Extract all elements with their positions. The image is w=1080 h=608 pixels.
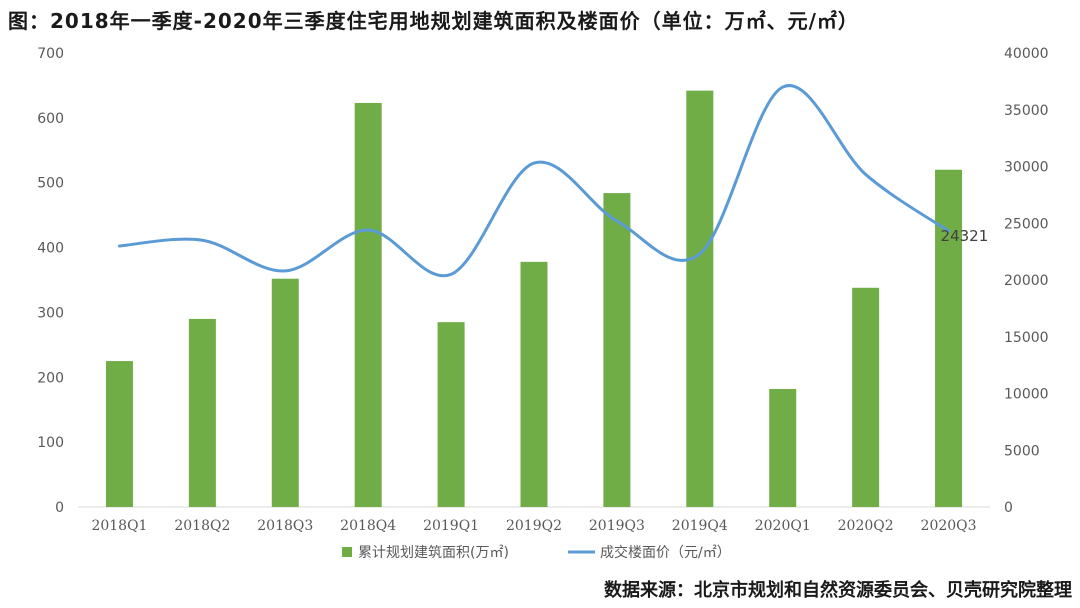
category-label: 2018Q2	[174, 518, 230, 534]
left-axis-ticks: 0 100 200 300 400 500 600 700	[37, 46, 64, 516]
legend-bar-swatch	[342, 547, 352, 557]
data-label: 24321	[941, 227, 989, 245]
bar-series	[105, 90, 963, 508]
bar	[271, 278, 299, 507]
bar	[520, 261, 548, 507]
bar	[603, 193, 631, 507]
category-label: 2020Q2	[838, 518, 894, 534]
left-tick-label: 200	[37, 370, 64, 386]
source-note: 数据来源：北京市规划和自然资源委员会、贝壳研究院整理	[604, 580, 1072, 601]
chart-title: 图：2018年一季度-2020年三季度住宅用地规划建筑面积及楼面价（单位：万㎡、…	[8, 9, 859, 33]
right-tick-label: 5000	[1004, 443, 1040, 459]
right-tick-label: 0	[1004, 500, 1013, 516]
category-label: 2019Q4	[672, 518, 728, 534]
bar	[354, 102, 382, 507]
right-tick-label: 30000	[1004, 160, 1049, 176]
legend: 累计规划建筑面积(万㎡) 成交楼面价（元/㎡）	[342, 544, 731, 561]
category-label: 2018Q3	[257, 518, 313, 534]
left-tick-label: 400	[37, 241, 64, 257]
left-tick-label: 700	[37, 46, 64, 62]
category-label: 2020Q3	[921, 518, 977, 534]
left-tick-label: 300	[37, 305, 64, 321]
category-label: 2019Q1	[423, 518, 479, 534]
category-label: 2018Q4	[340, 518, 396, 534]
right-tick-label: 15000	[1004, 330, 1049, 346]
legend-bar-label: 累计规划建筑面积(万㎡)	[358, 545, 509, 561]
left-tick-label: 600	[37, 111, 64, 127]
bar	[686, 90, 714, 508]
price-line-series	[117, 84, 951, 278]
bar	[852, 287, 880, 507]
left-tick-label: 100	[37, 435, 64, 451]
bar	[105, 361, 133, 507]
bar	[769, 388, 797, 507]
bar	[935, 169, 963, 507]
category-labels: 2018Q1 2018Q2 2018Q3 2018Q4 2019Q1 2019Q2 2019…	[91, 518, 976, 534]
left-tick-label: 0	[55, 500, 64, 516]
right-tick-label: 25000	[1004, 216, 1049, 232]
category-label: 2019Q2	[506, 518, 562, 534]
category-label: 2018Q1	[91, 518, 147, 534]
bar	[437, 322, 465, 507]
legend-line-label: 成交楼面价（元/㎡）	[600, 544, 731, 561]
right-tick-label: 10000	[1004, 387, 1049, 403]
right-tick-label: 40000	[1004, 46, 1049, 62]
left-tick-label: 500	[37, 176, 64, 192]
right-tick-label: 35000	[1004, 103, 1049, 119]
right-tick-label: 20000	[1004, 273, 1049, 289]
category-label: 2020Q1	[755, 518, 811, 534]
right-axis-ticks: 0 5000 10000 15000 20000 25000 30000 35000 40000	[1004, 46, 1049, 516]
category-label: 2019Q3	[589, 518, 645, 534]
bar	[188, 318, 216, 507]
data-labels: 24321	[941, 227, 989, 245]
